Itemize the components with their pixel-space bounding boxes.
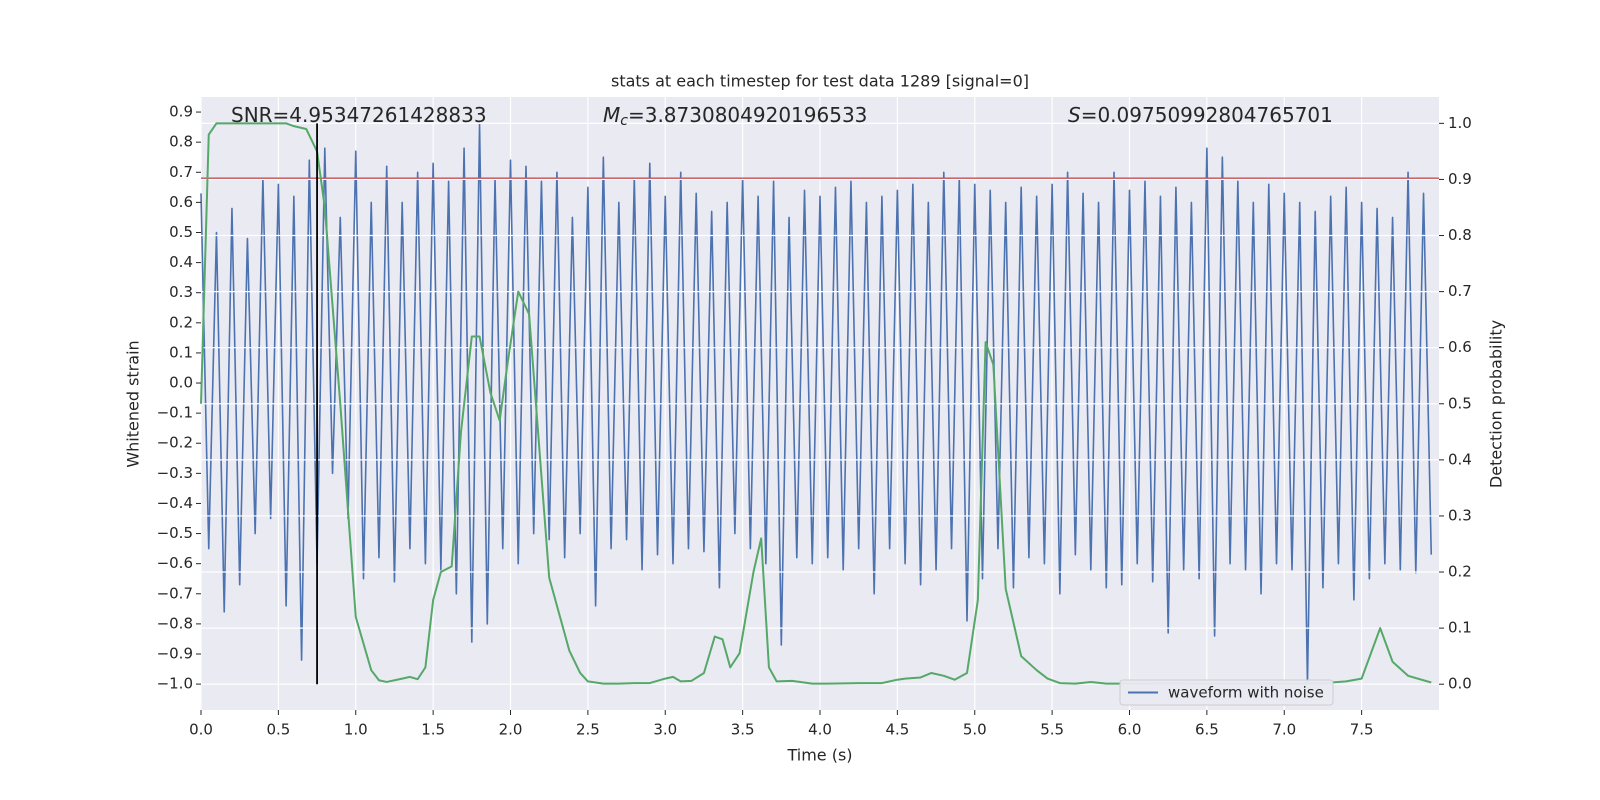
x-tick-label: 2.5 [576,721,600,739]
y2-tick-label: 0.8 [1448,226,1472,244]
y-tick-label: −1.0 [157,675,193,693]
y2-tick-label: 0.9 [1448,170,1472,188]
x-tick-label: 1.0 [344,721,368,739]
y2-tick-label: 1.0 [1448,114,1472,132]
y-tick-label: 0.1 [169,343,193,361]
x-tick-label: 0.5 [266,721,290,739]
y-tick-label: 0.2 [169,313,193,331]
y2-tick-label: 0.0 [1448,675,1472,693]
chart-title: stats at each timestep for test data 128… [611,72,1029,91]
y-tick-label: −0.3 [157,464,193,482]
annotation-subscript: c [620,113,628,129]
annotation-symbol: M [603,103,620,127]
x-tick-label: 3.0 [653,721,677,739]
annotation: SNR=4.95347261428833 [231,103,487,127]
legend-box [1119,679,1334,706]
y2-tick-label: 0.4 [1448,450,1472,468]
x-tick-label: 6.0 [1118,721,1142,739]
y-tick-label: −0.5 [157,524,193,542]
x-tick-label: 5.0 [963,721,987,739]
x-tick-label: 4.0 [808,721,832,739]
y-tick-label: −0.6 [157,554,193,572]
legend-label: waveform with noise [1168,684,1324,702]
x-tick-label: 1.5 [421,721,445,739]
x-tick-label: 4.5 [885,721,909,739]
x-tick-label: 7.5 [1350,721,1374,739]
y2-tick-label: 0.1 [1448,619,1472,637]
annotation-text: SNR=4.95347261428833 [231,103,487,127]
y-tick-label: −0.7 [157,584,193,602]
y-tick-label: −0.8 [157,614,193,632]
y-tick-label: 0.5 [169,223,193,241]
annotation-text: =0.09750992804765701 [1081,103,1333,127]
y-tick-label: 0.9 [169,103,193,121]
x-tick-label: 7.0 [1272,721,1296,739]
y2-tick-label: 0.5 [1448,394,1472,412]
y2-axis-label: Detection probability [1487,320,1506,488]
x-tick-label: 5.5 [1040,721,1064,739]
y2-tick-label: 0.6 [1448,338,1472,356]
y-tick-label: −0.2 [157,434,193,452]
y2-tick-label: 0.7 [1448,282,1472,300]
y-tick-label: 0.8 [169,133,193,151]
x-tick-label: 0.0 [189,721,213,739]
series-line [200,122,1432,685]
x-tick-label: 2.0 [499,721,523,739]
y-tick-label: −0.4 [157,494,193,512]
y-tick-label: 0.3 [169,283,193,301]
x-axis-label: Time (s) [786,746,852,765]
series-line [200,123,1433,685]
y-tick-label: −0.9 [157,644,193,662]
y-tick-label: 0.6 [169,193,193,211]
y2-tick-label: 0.3 [1448,506,1472,524]
x-tick-label: 6.5 [1195,721,1219,739]
annotation: S=0.09750992804765701 [1068,103,1333,127]
y-tick-label: 0.4 [169,253,193,271]
data-layer [200,123,1439,685]
y2-tick-label: 0.2 [1448,563,1472,581]
annotation: Mc=3.8730804920196533 [603,103,867,130]
annotation-symbol: S [1068,103,1081,127]
annotation-text: =3.8730804920196533 [628,103,867,127]
y-tick-label: −0.1 [157,404,193,422]
y-tick-label: 0.7 [169,163,193,181]
over-layer: SNR=4.95347261428833 Mc=3.873080492019653… [200,103,1439,706]
y-tick-label: 0.0 [169,374,193,392]
y-axis-label: Whitened strain [124,340,143,467]
x-tick-label: 3.5 [731,721,755,739]
